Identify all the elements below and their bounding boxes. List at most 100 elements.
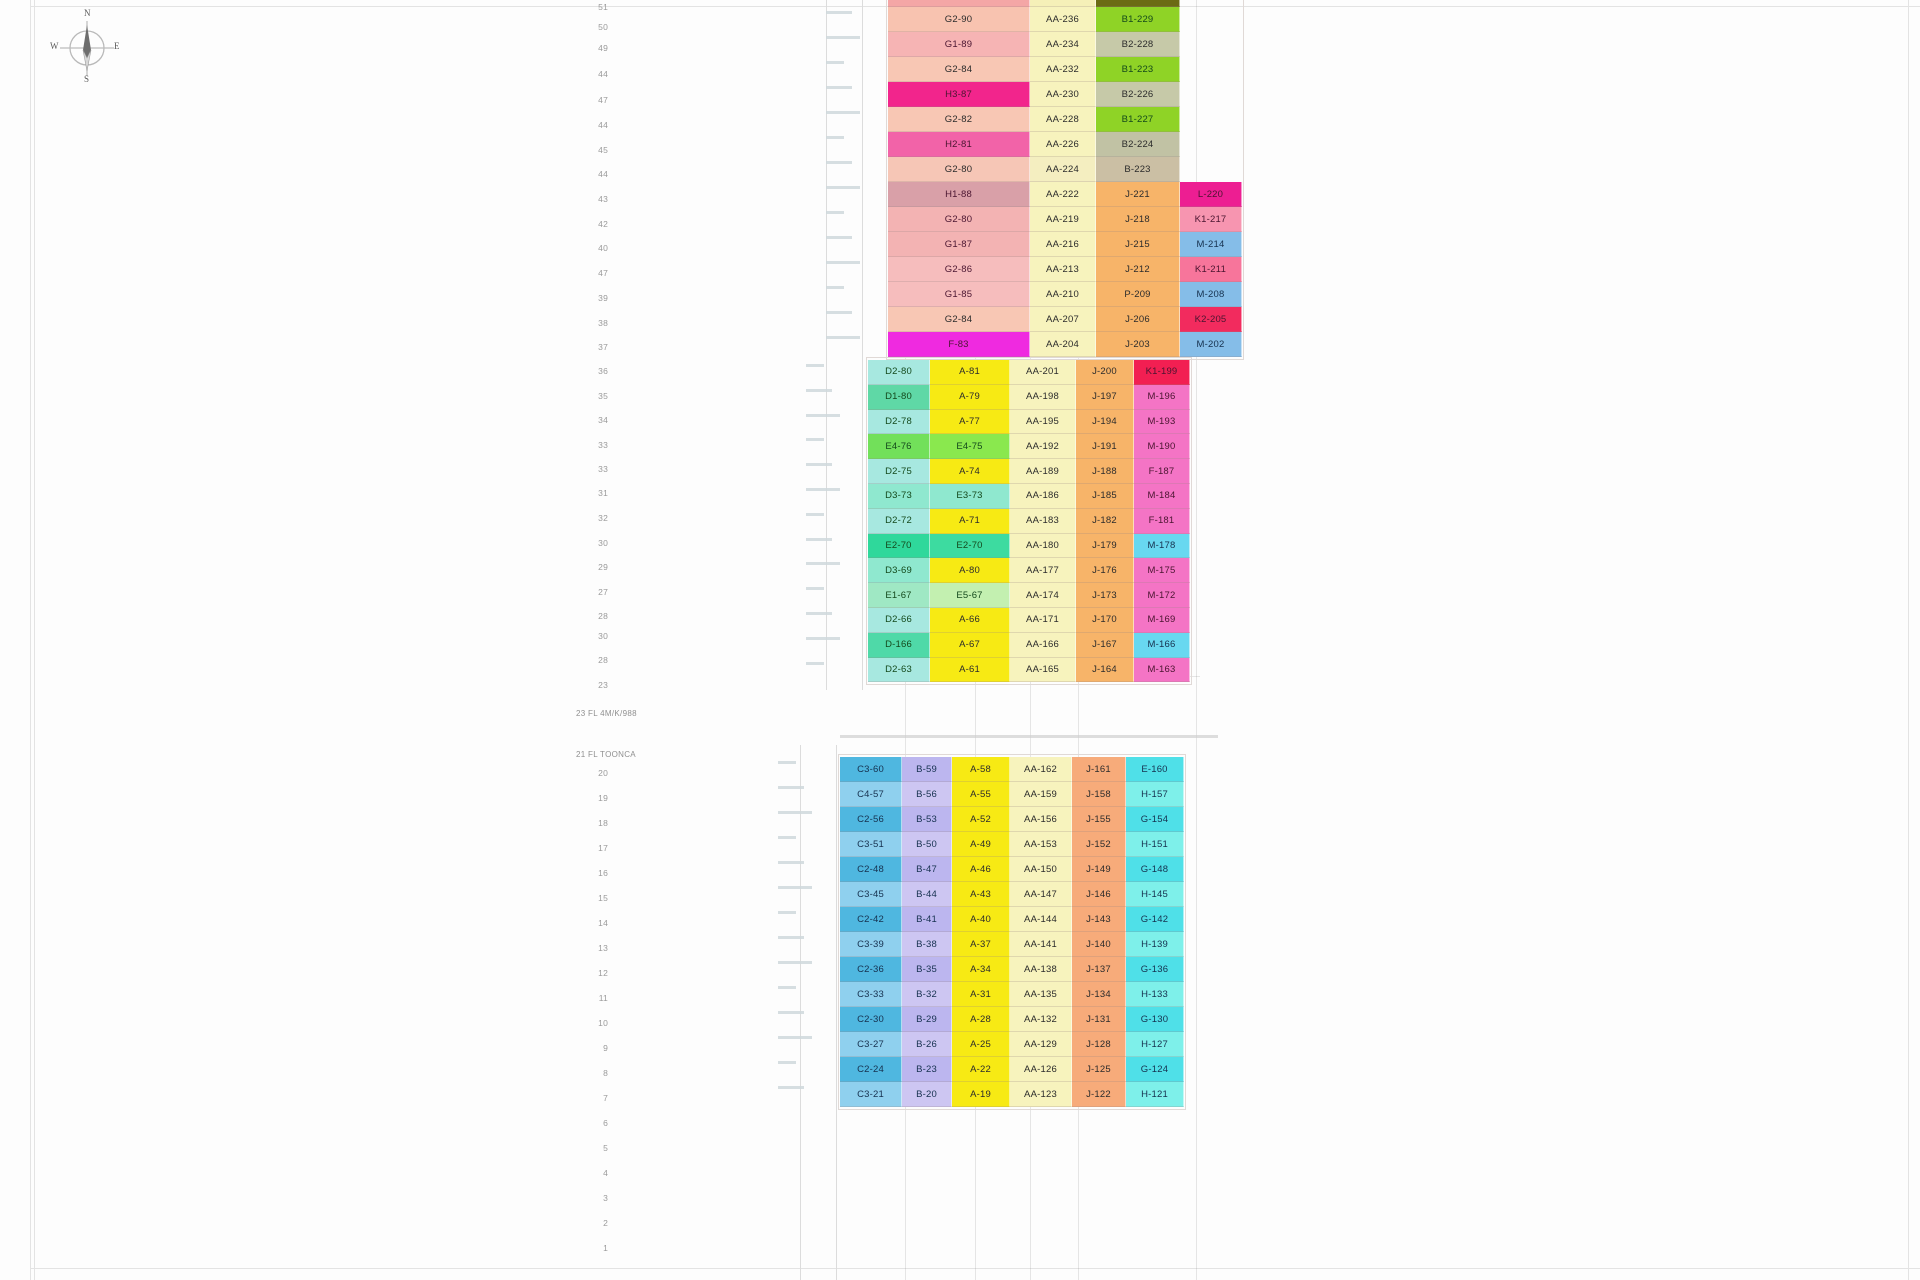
unit-cell[interactable]: D2-66 <box>868 608 930 633</box>
unit-cell[interactable] <box>1180 57 1242 82</box>
unit-cell[interactable]: AA-147 <box>1010 882 1072 907</box>
unit-cell[interactable]: J-182 <box>1076 508 1134 534</box>
unit-cell[interactable]: L-220 <box>1180 182 1242 207</box>
unit-cell[interactable]: AA-189 <box>1010 459 1076 484</box>
unit-cell[interactable]: B1-227 <box>1096 107 1180 132</box>
unit-cell[interactable]: G-148 <box>1126 857 1184 882</box>
unit-cell[interactable]: A-55 <box>952 782 1010 807</box>
unit-cell[interactable] <box>1180 132 1242 157</box>
unit-cell[interactable]: J-155 <box>1072 807 1126 832</box>
unit-cell[interactable]: J-179 <box>1076 533 1134 559</box>
unit-cell[interactable]: J-185 <box>1076 484 1134 509</box>
unit-cell[interactable]: A-52 <box>952 807 1010 832</box>
unit-cell[interactable]: J-149 <box>1072 857 1126 882</box>
unit-cell[interactable]: AA-166 <box>1010 632 1076 658</box>
unit-cell[interactable]: J-164 <box>1076 657 1134 683</box>
unit-cell[interactable]: A-74 <box>930 459 1010 484</box>
unit-cell[interactable]: AA-141 <box>1010 932 1072 957</box>
unit-cell[interactable]: C2-56 <box>840 807 902 832</box>
unit-cell[interactable]: B-223 <box>1096 157 1180 182</box>
unit-cell[interactable]: A-31 <box>952 982 1010 1007</box>
unit-cell[interactable]: M-184 <box>1134 484 1190 509</box>
unit-cell[interactable]: J-191 <box>1076 434 1134 460</box>
unit-cell[interactable]: H-133 <box>1126 982 1184 1007</box>
unit-cell[interactable]: M-175 <box>1134 558 1190 584</box>
unit-cell[interactable]: B2-228 <box>1096 32 1180 57</box>
unit-cell[interactable]: J-212 <box>1096 257 1180 282</box>
unit-cell[interactable]: A-43 <box>952 882 1010 907</box>
unit-cell[interactable] <box>1180 82 1242 107</box>
unit-cell[interactable]: AA-195 <box>1010 409 1076 435</box>
unit-cell[interactable]: B-35 <box>902 957 952 982</box>
unit-cell[interactable]: H-145 <box>1126 882 1184 907</box>
unit-cell[interactable]: A-61 <box>930 657 1010 683</box>
unit-cell[interactable]: D-166 <box>868 632 930 658</box>
unit-cell[interactable] <box>1180 7 1242 32</box>
unit-cell[interactable]: B-29 <box>902 1007 952 1032</box>
unit-cell[interactable]: AA-228 <box>1030 107 1096 132</box>
unit-cell[interactable]: B-23 <box>902 1057 952 1082</box>
unit-cell[interactable]: AA-162 <box>1010 757 1072 782</box>
unit-cell[interactable]: AA-171 <box>1010 608 1076 633</box>
unit-cell[interactable]: J-194 <box>1076 409 1134 435</box>
unit-cell[interactable]: AA-198 <box>1010 384 1076 410</box>
unit-cell[interactable]: AA-177 <box>1010 558 1076 584</box>
unit-cell[interactable]: B-59 <box>902 757 952 782</box>
unit-cell[interactable]: H-121 <box>1126 1082 1184 1107</box>
unit-cell[interactable]: AA-230 <box>1030 82 1096 107</box>
unit-cell[interactable]: C3-60 <box>840 757 902 782</box>
unit-cell[interactable]: A-46 <box>952 857 1010 882</box>
unit-cell[interactable]: E2-70 <box>930 533 1010 559</box>
unit-cell[interactable]: C3-39 <box>840 932 902 957</box>
unit-cell[interactable]: G2-86 <box>888 257 1030 282</box>
unit-cell[interactable]: D3-73 <box>868 484 930 509</box>
unit-cell[interactable]: B1-229 <box>1096 7 1180 32</box>
unit-cell[interactable]: A-37 <box>952 932 1010 957</box>
unit-cell[interactable]: E4-76 <box>868 434 930 460</box>
unit-cell[interactable]: AA-238 <box>1030 0 1096 7</box>
unit-cell[interactable]: A-66 <box>930 608 1010 633</box>
unit-cell[interactable]: B-20 <box>902 1082 952 1107</box>
unit-cell[interactable]: M-190 <box>1134 434 1190 460</box>
unit-cell[interactable]: J-125 <box>1072 1057 1126 1082</box>
unit-cell[interactable]: AA-219 <box>1030 207 1096 232</box>
unit-cell[interactable]: B-50 <box>902 832 952 857</box>
unit-cell[interactable]: J-137 <box>1072 957 1126 982</box>
unit-cell[interactable]: C2-24 <box>840 1057 902 1082</box>
unit-cell[interactable]: C3-51 <box>840 832 902 857</box>
unit-cell[interactable]: J-173 <box>1076 583 1134 608</box>
unit-cell[interactable]: AA-226 <box>1030 132 1096 157</box>
unit-cell[interactable]: E4-75 <box>930 434 1010 460</box>
unit-cell[interactable]: AA-210 <box>1030 282 1096 307</box>
unit-cell[interactable]: G1-91 <box>888 0 1030 7</box>
unit-cell[interactable]: D2-72 <box>868 508 930 534</box>
unit-cell[interactable]: AA-165 <box>1010 657 1076 683</box>
unit-cell[interactable]: C2-48 <box>840 857 902 882</box>
unit-cell[interactable]: A-25 <box>952 1032 1010 1057</box>
unit-cell[interactable]: AA-204 <box>1030 332 1096 357</box>
unit-cell[interactable]: A-28 <box>952 1007 1010 1032</box>
unit-cell[interactable]: AA-183 <box>1010 508 1076 534</box>
unit-cell[interactable]: AA-180 <box>1010 533 1076 559</box>
unit-cell[interactable]: J-176 <box>1076 558 1134 584</box>
unit-cell[interactable]: H1-88 <box>888 182 1030 207</box>
unit-cell[interactable]: E2-70 <box>868 533 930 559</box>
unit-cell[interactable]: G2-90 <box>888 7 1030 32</box>
unit-cell[interactable]: J-158 <box>1072 782 1126 807</box>
unit-cell[interactable]: A-71 <box>930 508 1010 534</box>
unit-cell[interactable]: G2-84 <box>888 307 1030 332</box>
unit-cell[interactable]: A-49 <box>952 832 1010 857</box>
unit-cell[interactable]: B-44 <box>902 882 952 907</box>
unit-cell[interactable]: J-170 <box>1076 608 1134 633</box>
unit-cell[interactable]: G2-82 <box>888 107 1030 132</box>
unit-cell[interactable]: AA-207 <box>1030 307 1096 332</box>
unit-cell[interactable]: G2-80 <box>888 207 1030 232</box>
unit-cell[interactable]: B2-224 <box>1096 132 1180 157</box>
unit-cell[interactable]: J-152 <box>1072 832 1126 857</box>
unit-cell[interactable]: J-203 <box>1096 332 1180 357</box>
unit-cell[interactable]: C2-42 <box>840 907 902 932</box>
unit-cell[interactable]: J-218 <box>1096 207 1180 232</box>
unit-cell[interactable]: C3-21 <box>840 1082 902 1107</box>
unit-cell[interactable]: AA-174 <box>1010 583 1076 608</box>
unit-cell[interactable]: M-163 <box>1134 657 1190 683</box>
